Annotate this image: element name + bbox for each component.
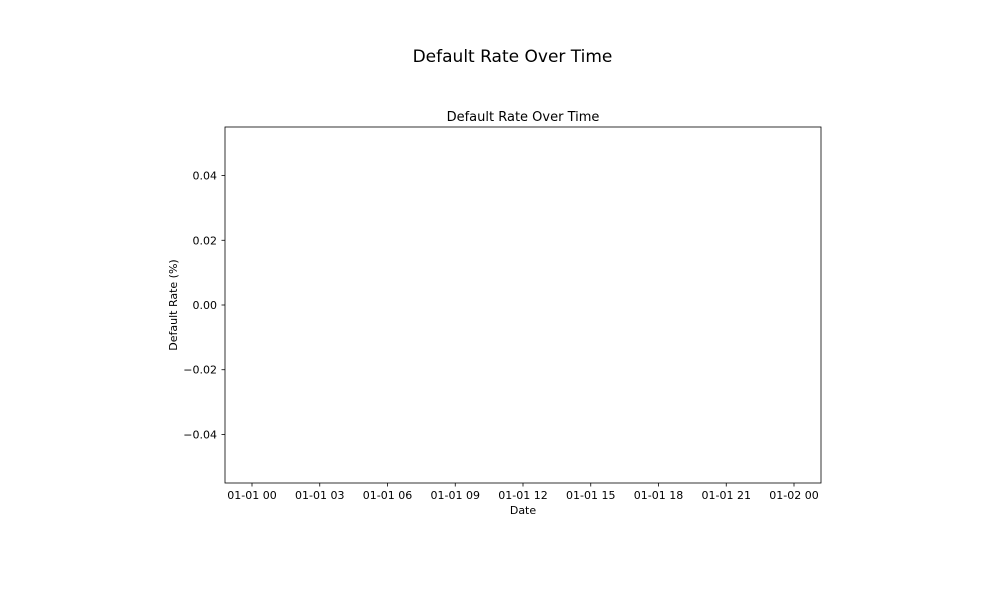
y-tick-label: −0.02 (183, 364, 217, 377)
x-tick-label: 01-01 00 (227, 489, 276, 502)
x-tick-label: 01-01 15 (566, 489, 615, 502)
y-axis-label: Default Rate (%) (167, 259, 180, 350)
figure-suptitle: Default Rate Over Time (412, 47, 613, 67)
x-tick-label: 01-01 12 (498, 489, 547, 502)
y-tick-label: −0.04 (183, 428, 217, 441)
x-tick-label: 01-01 18 (634, 489, 683, 502)
x-axis-label: Date (510, 504, 537, 517)
y-axis-ticks: 0.04 0.02 0.00 −0.02 −0.04 (183, 170, 225, 441)
y-tick-label: 0.00 (193, 299, 218, 312)
x-tick-label: 01-01 03 (295, 489, 344, 502)
x-tick-label: 01-02 00 (769, 489, 818, 502)
y-tick-label: 0.04 (193, 170, 218, 183)
x-tick-label: 01-01 21 (702, 489, 751, 502)
x-tick-label: 01-01 09 (431, 489, 480, 502)
y-tick-label: 0.02 (193, 234, 218, 247)
x-tick-label: 01-01 06 (363, 489, 412, 502)
x-axis-ticks: 01-01 00 01-01 03 01-01 06 01-01 09 01-01 12… (227, 483, 819, 502)
axes-title: Default Rate Over Time (447, 110, 600, 125)
plot-frame (224, 126, 822, 484)
